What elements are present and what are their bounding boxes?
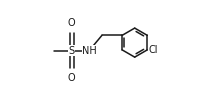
Text: S: S xyxy=(69,45,75,56)
Text: O: O xyxy=(68,74,75,84)
Text: NH: NH xyxy=(82,45,97,56)
Text: Cl: Cl xyxy=(149,45,158,55)
Text: O: O xyxy=(68,17,75,27)
